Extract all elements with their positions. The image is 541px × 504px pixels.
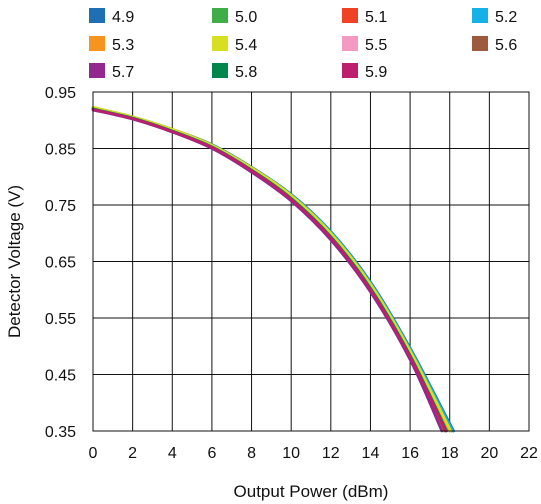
y-tick-label: 0.65 — [45, 255, 76, 272]
series-line-5.4 — [91, 105, 453, 433]
x-tick-label: 8 — [247, 445, 256, 462]
y-axis-title: Detector Voltage (V) — [5, 185, 24, 338]
legend: 4.9 5.0 5.1 5.2 5.3 5.4 5.5 5.6 5.7 5.8 5.9 — [89, 8, 517, 81]
series-line-5.6 — [91, 107, 447, 433]
x-tick-label: 18 — [441, 445, 459, 462]
legend-label-5.2: 5.2 — [495, 9, 517, 26]
legend-label-5.7: 5.7 — [112, 64, 134, 81]
y-tick-labels: 0.35 0.45 0.55 0.65 0.75 0.85 0.95 — [45, 85, 76, 441]
legend-label-4.9: 4.9 — [112, 9, 134, 26]
legend-swatch-4.9 — [89, 8, 105, 23]
x-tick-label: 0 — [89, 445, 98, 462]
legend-label-5.9: 5.9 — [365, 64, 387, 81]
series-line-5.0 — [91, 105, 454, 433]
x-tick-label: 14 — [362, 445, 380, 462]
legend-label-5.3: 5.3 — [112, 37, 134, 54]
y-tick-label: 0.35 — [45, 424, 76, 441]
legend-label-5.4: 5.4 — [235, 37, 257, 54]
y-tick-label: 0.75 — [45, 198, 76, 215]
plot-frame — [92, 91, 530, 432]
series-line-5.9 — [91, 108, 448, 433]
x-tick-label: 2 — [128, 445, 137, 462]
y-tick-label: 0.55 — [45, 311, 76, 328]
legend-label-5.1: 5.1 — [365, 9, 387, 26]
legend-swatch-5.1 — [342, 8, 358, 23]
legend-label-5.5: 5.5 — [365, 37, 387, 54]
y-tick-label: 0.45 — [45, 368, 76, 385]
x-tick-label: 20 — [480, 445, 498, 462]
legend-label-5.8: 5.8 — [235, 64, 257, 81]
x-tick-label: 22 — [520, 445, 538, 462]
series-line-5.5 — [91, 108, 446, 433]
x-tick-label: 10 — [282, 445, 300, 462]
x-tick-label: 4 — [168, 445, 177, 462]
series-line-5.3 — [91, 106, 452, 433]
legend-swatch-5.5 — [342, 36, 358, 51]
legend-swatch-5.9 — [342, 63, 358, 78]
series-line-5.2 — [91, 107, 454, 433]
legend-swatch-5.0 — [212, 8, 228, 23]
legend-swatch-5.6 — [472, 36, 488, 51]
y-tick-label: 0.95 — [45, 85, 76, 102]
x-axis-title: Output Power (dBm) — [234, 482, 389, 501]
legend-swatch-5.4 — [212, 36, 228, 51]
legend-swatch-5.7 — [89, 63, 105, 78]
x-tick-label: 6 — [207, 445, 216, 462]
legend-swatch-5.2 — [472, 8, 488, 23]
series-line-5.8 — [91, 107, 449, 433]
series-line-5.1 — [91, 107, 452, 433]
x-tick-label: 12 — [322, 445, 340, 462]
legend-swatch-5.3 — [89, 36, 105, 51]
series-lines — [91, 105, 455, 433]
x-tick-label: 16 — [401, 445, 419, 462]
series-line-5.7 — [91, 108, 444, 433]
grid — [92, 91, 530, 432]
legend-swatch-5.8 — [212, 63, 228, 78]
legend-label-5.0: 5.0 — [235, 9, 257, 26]
y-tick-label: 0.85 — [45, 142, 76, 159]
legend-label-5.6: 5.6 — [495, 37, 517, 54]
x-tick-labels: 0 2 4 6 8 10 12 14 16 18 20 22 — [89, 445, 538, 462]
series-line-4.9 — [91, 106, 455, 433]
